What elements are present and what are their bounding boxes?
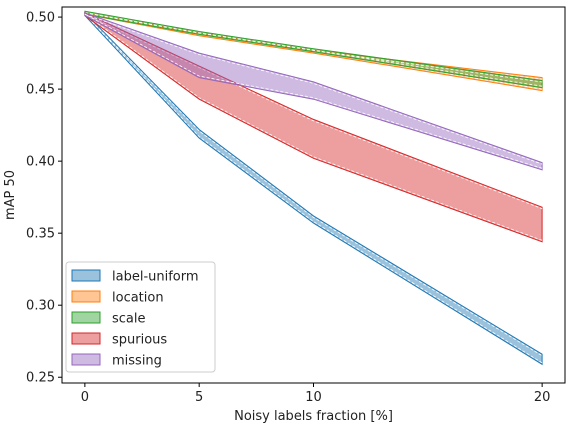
band-lower-edge-location [84, 12, 543, 90]
legend-swatch-scale [71, 311, 101, 324]
legend-swatch-label-uniform [71, 269, 101, 282]
legend-label-spurious: spurious [112, 333, 167, 348]
legend-swatch-missing [71, 353, 101, 366]
series-layer [84, 10, 543, 366]
x-tick-label: 10 [305, 390, 322, 405]
y-axis-label: mAP 50 [3, 170, 18, 220]
plot-frame [61, 6, 566, 384]
y-tick-label: 0.25 [26, 371, 55, 386]
legend-box [65, 261, 216, 373]
band-lower-edge-missing [84, 13, 543, 169]
y-tick-label: 0.45 [26, 83, 55, 98]
legend-swatch-location [71, 290, 101, 303]
band-upper-edge-location [84, 13, 543, 80]
legend-label-scale: scale [112, 312, 146, 327]
legend-label-location: location [112, 291, 164, 306]
legend-swatch-spurious [71, 332, 101, 345]
y-tick-label: 0.30 [26, 299, 55, 314]
x-tick-label: 0 [81, 390, 89, 405]
band-missing [84, 12, 543, 171]
y-tick-label: 0.40 [26, 155, 55, 170]
y-tick-label: 0.35 [26, 227, 55, 242]
ticks-layer: 0 5 10 20 0.25 0.30 0.35 0.40 0.45 0.50 [26, 11, 550, 405]
x-axis-label: Noisy labels fraction [%] [234, 409, 393, 424]
band-upper-edge-missing [84, 13, 543, 165]
legend: label-uniform location scale spurious missin… [65, 261, 216, 373]
band-lower-edge-spurious [84, 13, 543, 241]
band-upper-edge-scale [84, 12, 543, 83]
band-upper-edge-label-uniform [84, 14, 543, 357]
x-tick-label: 5 [195, 390, 203, 405]
band-spurious [84, 12, 543, 243]
legend-label-label-uniform: label-uniform [112, 270, 199, 285]
legend-label-missing: missing [112, 354, 162, 369]
band-lower-edge-scale [84, 12, 543, 87]
band-label-uniform [84, 11, 543, 366]
x-tick-label: 20 [534, 390, 551, 405]
y-tick-label: 0.50 [26, 11, 55, 26]
